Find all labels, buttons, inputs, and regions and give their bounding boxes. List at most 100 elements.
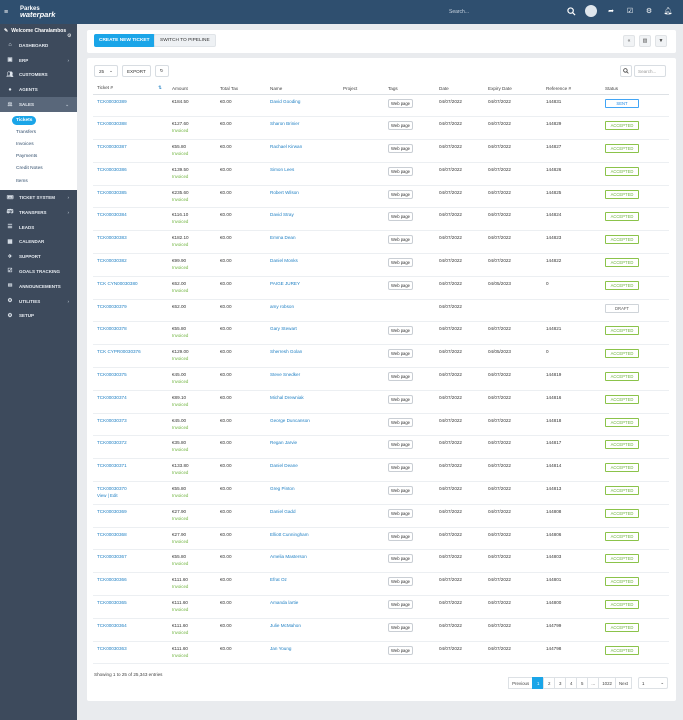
- ticket-number[interactable]: TCK00030364: [93, 618, 168, 642]
- table-row[interactable]: TCK00030374 €89.10 Invoiced €0.00 Michal Dre…: [93, 390, 669, 414]
- sidebar-item-leads[interactable]: ☰ LEADS: [0, 220, 77, 235]
- export-button[interactable]: EXPORT: [121, 65, 151, 77]
- page-size-select[interactable]: 25 ⌄: [94, 65, 118, 77]
- table-row[interactable]: TCK00030382 €99.90 Invoiced €0.00 Daniel Mon…: [93, 253, 669, 277]
- ticket-number[interactable]: TCK00030369: [93, 504, 168, 528]
- customer-name[interactable]: Daniel Monks: [266, 253, 339, 277]
- sidebar-item-customers[interactable]: 👥︎ CUSTOMERS: [0, 68, 77, 83]
- customer-name[interactable]: Daniel Gadd: [266, 504, 339, 528]
- table-row[interactable]: TCK00030367 €55.80 Invoiced €0.00 Amelia Mas…: [93, 549, 669, 574]
- checklist-icon[interactable]: ☑: [626, 8, 634, 15]
- submenu-item-payments[interactable]: Payments: [0, 151, 77, 163]
- column-header-name[interactable]: Name: [266, 83, 339, 95]
- customer-name[interactable]: Gary Stewart: [266, 321, 339, 346]
- customer-name[interactable]: Robert Wilson: [266, 185, 339, 209]
- customer-name[interactable]: David Stray: [266, 207, 339, 232]
- table-row[interactable]: TCK00030388 €127.60 Invoiced €0.00 Sharon Br…: [93, 116, 669, 141]
- customer-name[interactable]: Michal Drewniak: [266, 390, 339, 414]
- customer-name[interactable]: Elliott Cunningham: [266, 527, 339, 551]
- sort-icon[interactable]: ⇅: [158, 85, 162, 91]
- create-ticket-button[interactable]: CREATE NEW TICKET: [94, 34, 155, 47]
- ticket-number[interactable]: TCK00030375: [93, 367, 168, 391]
- sidebar-item-support[interactable]: ✈ SUPPORT: [0, 249, 77, 264]
- table-row[interactable]: TCK00030371 €133.80 Invoiced €0.00 Daniel De…: [93, 458, 669, 483]
- ticket-number[interactable]: TCK00030383: [93, 230, 168, 255]
- sidebar-item-setup[interactable]: ⚙ SETUP: [0, 308, 77, 323]
- ticket-number[interactable]: TCK00030363: [93, 641, 168, 665]
- filter-icon[interactable]: ▼: [655, 35, 667, 47]
- page-jump-select[interactable]: 1 ⌄: [638, 677, 668, 689]
- row-actions[interactable]: View | Edit: [97, 493, 118, 499]
- switch-pipeline-button[interactable]: SWITCH TO PIPELINE: [154, 34, 216, 47]
- table-row[interactable]: TCK00030378 €55.80 Invoiced €0.00 Gary Stewa…: [93, 321, 669, 346]
- customer-name[interactable]: David Gooding: [266, 94, 339, 118]
- customer-name[interactable]: George Duncanson: [266, 413, 339, 437]
- table-search-input[interactable]: Search...: [634, 65, 666, 77]
- column-header-ticket[interactable]: Ticket # ⇅: [93, 83, 168, 95]
- column-header-expiry-date[interactable]: Expiry Date: [484, 83, 542, 95]
- collapse-icon[interactable]: «: [623, 35, 635, 47]
- customer-name[interactable]: Regan Jarvie: [266, 435, 339, 460]
- customer-name[interactable]: Rachael Kirwan: [266, 139, 339, 163]
- sidebar-item-calendar[interactable]: ▦ CALENDAR: [0, 235, 77, 250]
- customer-name[interactable]: Jan Young: [266, 641, 339, 665]
- customer-name[interactable]: Greg Pinton: [266, 481, 339, 505]
- table-row[interactable]: TCK00030369 €27.90 Invoiced €0.00 Daniel Gad…: [93, 504, 669, 528]
- customer-name[interactable]: PAIGE JUREY: [266, 276, 339, 300]
- table-row[interactable]: TCK00030365 €111.60 Invoiced €0.00 Amanda la…: [93, 595, 669, 619]
- sidebar-item-dashboard[interactable]: ⌂ DASHBOARD: [0, 38, 77, 53]
- customer-name[interactable]: Amanda lartie: [266, 595, 339, 619]
- customer-name[interactable]: Simon Lees: [266, 162, 339, 186]
- ticket-number[interactable]: TCK00030367: [93, 549, 168, 574]
- table-row[interactable]: TCK00030373 €45.00 Invoiced €0.00 George Dun…: [93, 413, 669, 437]
- column-header-tags[interactable]: Tags: [384, 83, 435, 95]
- ticket-number[interactable]: TCK00030385: [93, 185, 168, 209]
- column-header-total-tax[interactable]: Total Tax: [216, 83, 266, 95]
- ticket-number[interactable]: TCK00030387: [93, 139, 168, 163]
- submenu-item-transfers[interactable]: Transfers: [0, 126, 77, 138]
- column-header-date[interactable]: Date: [435, 83, 484, 95]
- submenu-item-tickets[interactable]: Tickets: [0, 114, 77, 126]
- table-row[interactable]: TCK00030383 €182.10 Invoiced €0.00 Emma Dean…: [93, 230, 669, 255]
- customer-name[interactable]: Julie McMahon: [266, 618, 339, 642]
- sidebar-item-ticket-system[interactable]: 🎟︎ TICKET SYSTEM ›: [0, 190, 77, 205]
- column-header-reference[interactable]: Reference #: [542, 83, 601, 95]
- ticket-number[interactable]: TCK00030384: [93, 207, 168, 232]
- table-row[interactable]: TCK00030379 €62.00 €0.00 amy robson 04/07/20…: [93, 299, 669, 323]
- table-row[interactable]: TCK00030387 €55.80 Invoiced €0.00 Rachael Ki…: [93, 139, 669, 163]
- page-1-button[interactable]: 1: [532, 677, 545, 689]
- ticket-number[interactable]: TCK00030374: [93, 390, 168, 414]
- ticket-number[interactable]: TCK00030382: [93, 253, 168, 277]
- ticket-number[interactable]: TCK00030379: [93, 299, 168, 323]
- global-search[interactable]: Search...: [444, 5, 584, 19]
- page-previous-button[interactable]: Previous: [508, 677, 534, 689]
- global-search-input[interactable]: Search...: [449, 9, 470, 15]
- table-row[interactable]: TCK00030366 €111.60 Invoiced €0.00 Efrat Oz W…: [93, 572, 669, 597]
- share-icon[interactable]: ➦: [608, 8, 614, 15]
- page-1022-button[interactable]: 1022: [598, 677, 616, 689]
- table-row[interactable]: TCK00030370 View | Edit €55.80 Invoiced €0.0…: [93, 481, 669, 505]
- ticket-number[interactable]: TCK00030389: [93, 94, 168, 118]
- table-row[interactable]: TCK00030375 €45.00 Invoiced €0.00 Steve Sned…: [93, 367, 669, 391]
- ticket-number[interactable]: TCK00030370 View | Edit: [93, 481, 168, 505]
- table-row[interactable]: TCK00030385 €235.60 Invoiced €0.00 Robert Wi…: [93, 185, 669, 209]
- brand-logo[interactable]: Parkes waterpark: [12, 6, 74, 18]
- bell-icon[interactable]: 🔔︎: [663, 8, 673, 15]
- submenu-item-items[interactable]: Items: [0, 175, 77, 187]
- search-icon[interactable]: [566, 6, 576, 16]
- table-row[interactable]: TCK00030363 €111.60 Invoiced €0.00 Jan Young…: [93, 641, 669, 665]
- sidebar-item-transfers[interactable]: 🚌︎ TRANSFERS ›: [0, 205, 77, 220]
- ticket-number[interactable]: TCK00030373: [93, 413, 168, 437]
- ticket-number[interactable]: TCK00030388: [93, 116, 168, 141]
- search-icon[interactable]: [620, 65, 632, 77]
- customer-name[interactable]: amy robson: [266, 299, 339, 323]
- bar-chart-icon[interactable]: ▥: [639, 35, 651, 47]
- column-header-status[interactable]: Status: [601, 83, 669, 95]
- sidebar-item-goals-tracking[interactable]: ☑ GOALS TRACKING: [0, 264, 77, 279]
- ticket-number[interactable]: TCK00030365: [93, 595, 168, 619]
- ticket-number[interactable]: TCK00030386: [93, 162, 168, 186]
- table-row[interactable]: TCK00030384 €116.10 Invoiced €0.00 David Str…: [93, 207, 669, 232]
- customer-name[interactable]: Sharon Brinier: [266, 116, 339, 141]
- table-row[interactable]: TCK00030368 €27.90 Invoiced €0.00 Elliott Cu…: [93, 527, 669, 551]
- refresh-icon[interactable]: ↻: [154, 65, 169, 77]
